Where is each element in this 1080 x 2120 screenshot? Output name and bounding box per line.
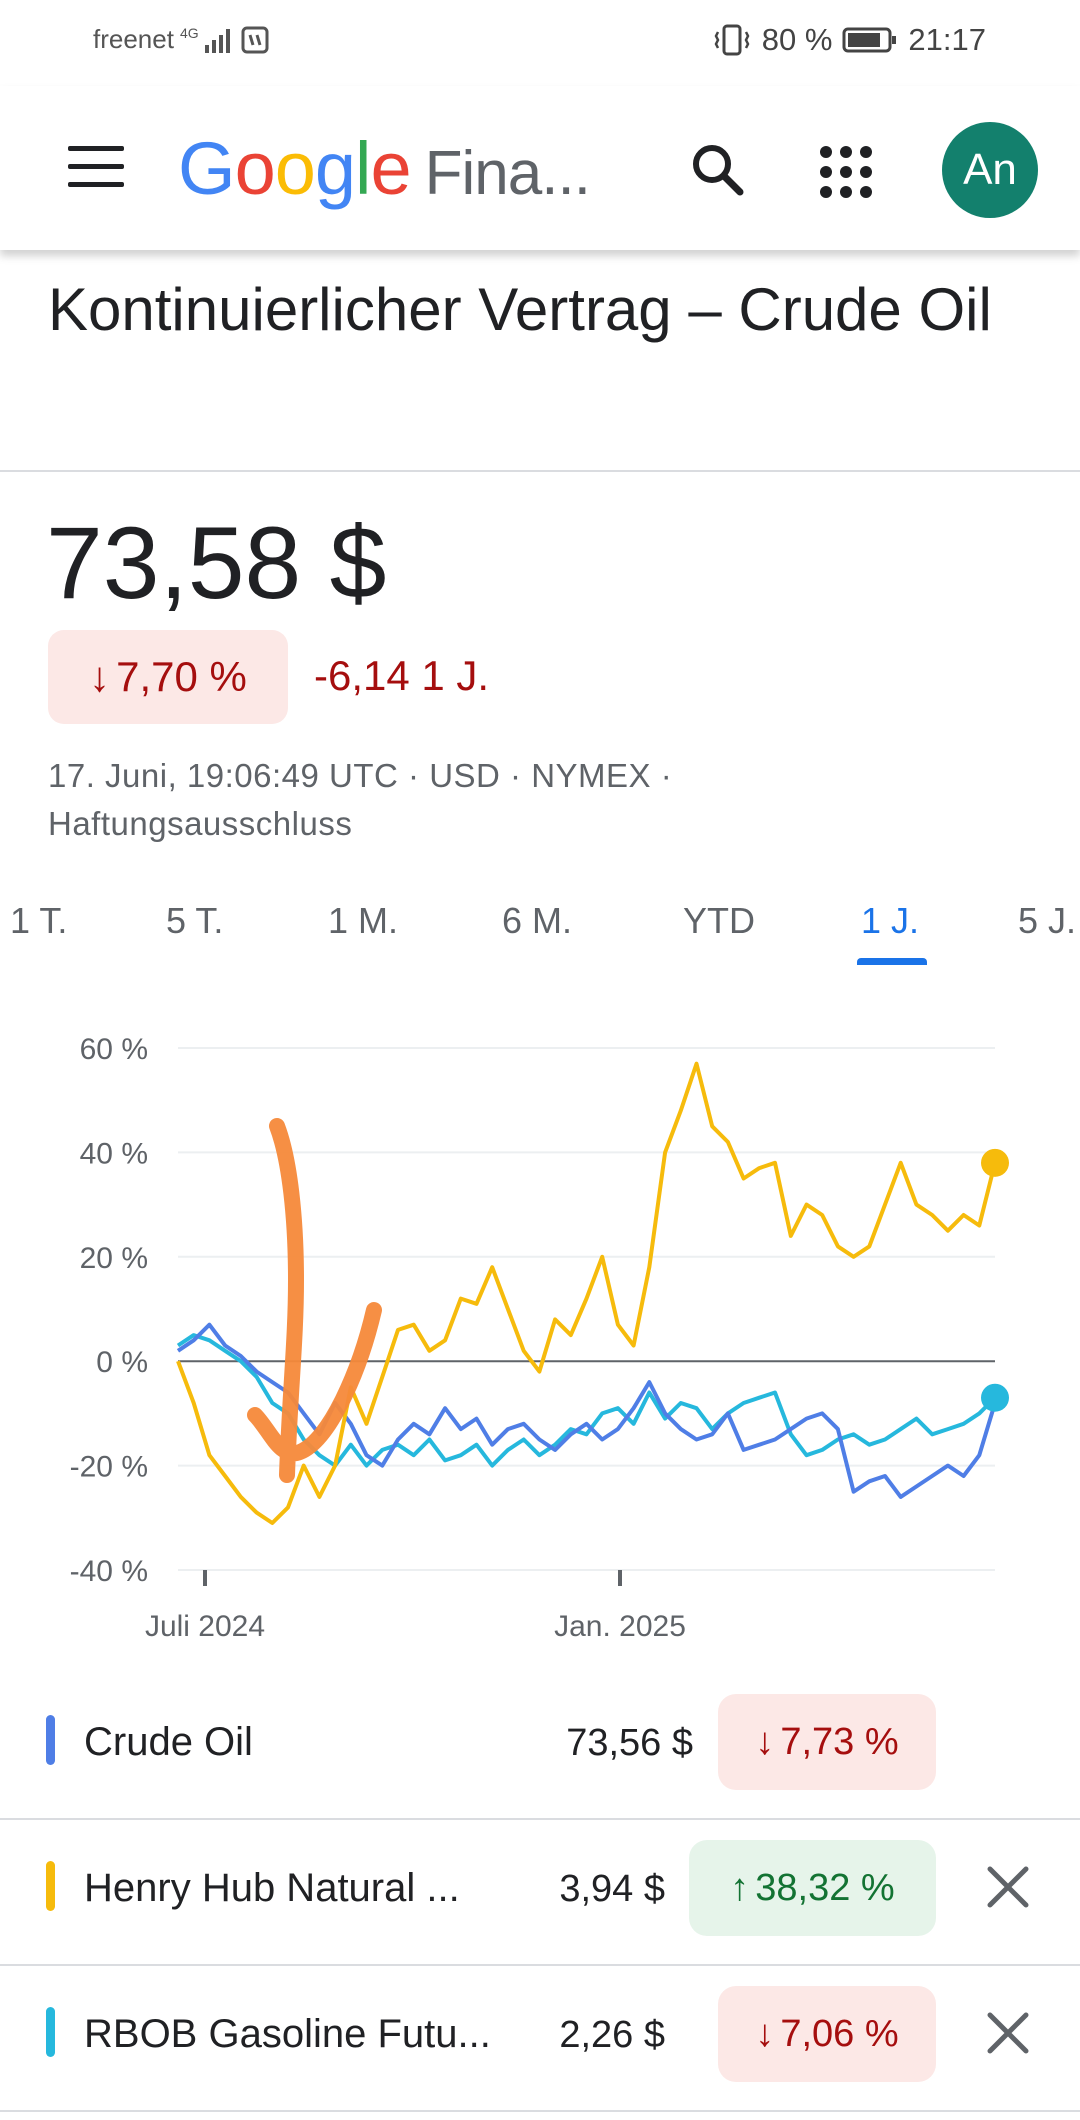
apps-grid-icon[interactable]	[818, 144, 874, 200]
arrow-down-icon: ↓	[89, 653, 111, 700]
battery-percent: 80 %	[761, 22, 833, 57]
menu-icon[interactable]	[68, 146, 124, 188]
vibrate-icon	[714, 24, 750, 56]
logo-letter: l	[355, 127, 371, 210]
tab-1d[interactable]: 1 T.	[10, 900, 68, 941]
disclaimer-link[interactable]: Haftungsausschluss	[48, 805, 353, 842]
logo-letter: o	[274, 127, 316, 210]
logo-letter: G	[178, 127, 236, 210]
tab-1y[interactable]: 1 J.	[861, 900, 920, 941]
y-tick-label: -20 %	[70, 1451, 148, 1484]
y-tick-label: 20 %	[80, 1242, 148, 1275]
series-color-marker	[46, 2007, 55, 2057]
legend-change-percent: 38,32 %	[755, 1866, 895, 1909]
legend-change-badge: ↑ 38,32 %	[689, 1840, 936, 1936]
series-color-marker	[46, 1861, 55, 1911]
tab-5d[interactable]: 5 T.	[166, 900, 224, 941]
network-label: 4G	[179, 24, 199, 41]
avatar[interactable]: An	[942, 122, 1038, 218]
legend-price: 2,26 $	[559, 2014, 665, 2056]
logo-letter: g	[314, 127, 356, 210]
search-icon[interactable]	[688, 140, 748, 200]
divider	[0, 470, 1080, 472]
series-line	[176, 1061, 997, 1525]
x-tick-label: Juli 2024	[145, 1610, 265, 1643]
change-absolute: -6,14 1 J.	[314, 652, 490, 699]
tab-ytd[interactable]: YTD	[683, 900, 755, 941]
close-icon[interactable]	[985, 1864, 1031, 1910]
status-right: 80 % 21:17	[712, 22, 986, 58]
y-tick-label: 0 %	[96, 1346, 148, 1379]
change-percent: 7,70 %	[116, 653, 247, 700]
series-end-dot	[981, 1148, 1009, 1177]
series-end-dot	[981, 1383, 1009, 1412]
divider	[0, 1964, 1080, 1966]
carrier-label: freenet	[93, 24, 174, 54]
range-tabs: 1 T. 5 T. 1 M. 6 M. YTD 1 J. 5 J.	[0, 900, 1080, 970]
divider	[0, 2110, 1080, 2112]
arrow-down-icon: ↓	[755, 1720, 775, 1763]
google-finance-logo[interactable]: Google Fina...	[178, 126, 591, 211]
legend-name: Henry Hub Natural ...	[84, 1866, 460, 1910]
arrow-down-icon: ↓	[755, 2012, 775, 2055]
legend-name: RBOB Gasoline Futu...	[84, 2012, 491, 2056]
current-price: 73,58 $	[46, 506, 387, 620]
legend-row[interactable]: RBOB Gasoline Futu... 2,26 $ ↓ 7,06 %	[0, 1964, 1080, 2110]
google-wordmark: Google	[178, 127, 412, 210]
y-tick-label: 60 %	[80, 1033, 148, 1066]
quote-meta: 17. Juni, 19:06:49 UTC · USD · NYMEX · H…	[48, 752, 948, 848]
meta-line: 17. Juni, 19:06:49 UTC · USD · NYMEX ·	[48, 757, 673, 794]
legend-change-badge: ↓ 7,06 %	[718, 1986, 936, 2082]
page-title: Kontinuierlicher Vertrag – Crude Oil	[48, 276, 992, 343]
legend-price: 3,94 $	[559, 1868, 665, 1910]
comparison-chart[interactable]: 60 % 40 % 20 % 0 % -20 % -40 % Juli 2024 Jan. …	[0, 1010, 1080, 1660]
active-tab-indicator	[857, 958, 927, 965]
tab-6m[interactable]: 6 M.	[502, 900, 573, 941]
logo-letter: e	[370, 127, 411, 210]
status-left: freenet 4G	[93, 24, 269, 55]
orange-annotation-scribble	[247, 1118, 382, 1483]
status-bar: freenet 4G 80 % 21:17	[0, 0, 1080, 86]
legend-row[interactable]: Henry Hub Natural ... 3,94 $ ↑ 38,32 %	[0, 1818, 1080, 1964]
legend-change-percent: 7,06 %	[780, 2012, 899, 2055]
arrow-up-icon: ↑	[730, 1866, 750, 1909]
battery-icon	[842, 27, 897, 53]
legend-price: 73,56 $	[566, 1722, 693, 1764]
legend-change-percent: 7,73 %	[780, 1720, 899, 1763]
tab-5y[interactable]: 5 J.	[1018, 900, 1077, 941]
legend-row[interactable]: Crude Oil 73,56 $ ↓ 7,73 %	[0, 1672, 1080, 1818]
change-percent-badge: ↓ 7,70 %	[48, 630, 288, 724]
divider	[0, 1818, 1080, 1820]
clock: 21:17	[908, 22, 986, 57]
app-bar: Google Fina... An	[0, 86, 1080, 250]
app-notification-icon	[241, 26, 269, 53]
x-tick-label: Jan. 2025	[554, 1610, 686, 1643]
signal-icon	[204, 28, 230, 53]
series-color-marker	[46, 1715, 55, 1765]
tab-1m[interactable]: 1 M.	[328, 900, 399, 941]
y-tick-label: 40 %	[80, 1137, 148, 1170]
legend-name: Crude Oil	[84, 1720, 253, 1764]
legend-change-badge: ↓ 7,73 %	[718, 1694, 936, 1790]
logo-suffix: Fina...	[424, 139, 591, 208]
close-icon[interactable]	[985, 2010, 1031, 2056]
series-line	[176, 1322, 997, 1499]
logo-letter: o	[234, 127, 276, 210]
y-tick-label: -40 %	[70, 1555, 148, 1588]
